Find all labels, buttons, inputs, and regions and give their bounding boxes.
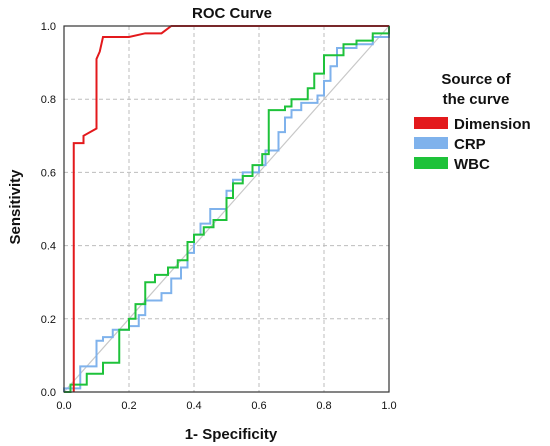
y-tick-label: 0.2 xyxy=(41,314,56,326)
x-axis-ticks: 0.0 0.2 0.4 0.6 0.8 1.0 xyxy=(56,400,396,412)
legend-swatch-dimension xyxy=(414,117,448,129)
x-tick-label: 0.8 xyxy=(316,400,331,412)
chart-title: ROC Curve xyxy=(192,5,272,22)
x-tick-label: 1.0 xyxy=(381,400,396,412)
legend-items: Dimension CRP WBC xyxy=(414,116,531,173)
x-tick-label: 0.6 xyxy=(251,400,266,412)
legend-swatch-wbc xyxy=(414,157,448,169)
x-tick-label: 0.2 xyxy=(121,400,136,412)
y-tick-label: 0.4 xyxy=(41,241,56,253)
plot-frame xyxy=(63,25,390,393)
x-tick-label: 0.4 xyxy=(186,400,201,412)
y-axis-ticks: 0.0 0.2 0.4 0.6 0.8 1.0 xyxy=(41,21,56,399)
y-tick-label: 0.8 xyxy=(41,94,56,106)
legend-title-line-2: the curve xyxy=(443,91,510,108)
grid-lines xyxy=(64,26,389,392)
legend-label-dimension: Dimension xyxy=(454,116,531,133)
x-axis-label: 1- Specificity xyxy=(185,426,278,443)
series-group xyxy=(63,25,390,393)
x-tick-label: 0.0 xyxy=(56,400,71,412)
series-line-wbc xyxy=(64,26,390,393)
y-tick-label: 0.6 xyxy=(41,167,56,179)
legend-label-wbc: WBC xyxy=(454,156,490,173)
y-axis-label: Sensitivity xyxy=(7,169,24,245)
legend-label-crp: CRP xyxy=(454,136,486,153)
legend-title-line-1: Source of xyxy=(441,71,511,88)
legend-swatch-crp xyxy=(414,137,448,149)
y-tick-label: 1.0 xyxy=(41,21,56,33)
series-line-dimension xyxy=(72,25,389,392)
legend: Source of the curve Dimension CRP WBC xyxy=(414,71,531,173)
y-tick-label: 0.0 xyxy=(41,387,56,399)
